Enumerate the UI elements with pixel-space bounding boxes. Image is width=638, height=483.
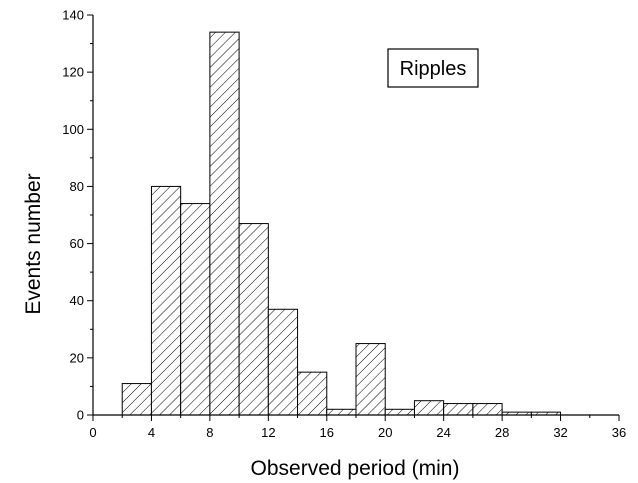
x-tick-label: 8 (206, 425, 213, 440)
x-tick-label: 12 (261, 425, 275, 440)
histogram-bar (238, 223, 269, 416)
x-tick-label: 16 (320, 425, 334, 440)
histogram-bar (121, 383, 152, 416)
y-tick-label: 140 (62, 8, 84, 23)
histogram-bar (443, 403, 474, 416)
x-axis-title: Observed period (min) (251, 457, 460, 480)
y-axis-title: Events number (22, 173, 45, 314)
y-tick-label: 0 (77, 408, 84, 423)
histogram-bar (180, 203, 211, 416)
legend-frame (387, 48, 479, 88)
y-tick-label: 60 (70, 236, 84, 251)
histogram-bar (355, 343, 386, 416)
histogram-bar (297, 371, 328, 416)
y-tick-label: 20 (70, 350, 84, 365)
y-tick-label: 80 (70, 179, 84, 194)
ticks-layer: 0 4 8 12 16 20 24 28 32 36 0 20 40 60 80 100 120 140 (62, 8, 626, 441)
bars-layer (121, 31, 562, 416)
y-tick-label: 120 (62, 65, 84, 80)
histogram-bar (413, 400, 445, 416)
histogram-bar (209, 31, 240, 416)
legend-box: Ripples (387, 48, 479, 88)
x-tick-label: 20 (378, 425, 392, 440)
y-tick-label: 40 (70, 293, 84, 308)
x-tick-label: 32 (553, 425, 567, 440)
x-tick-label: 36 (612, 425, 626, 440)
legend-label: Ripples (400, 58, 467, 80)
x-tick-label: 4 (148, 425, 155, 440)
histogram-bar (472, 403, 503, 416)
histogram-bar (267, 308, 299, 416)
x-tick-label: 24 (436, 425, 450, 440)
y-tick-label: 100 (62, 122, 84, 137)
histogram-bar (326, 408, 357, 416)
histogram-bar (384, 408, 415, 416)
x-tick-label: 28 (495, 425, 509, 440)
x-tick-label: 0 (89, 425, 96, 440)
histogram-bar (150, 185, 182, 416)
